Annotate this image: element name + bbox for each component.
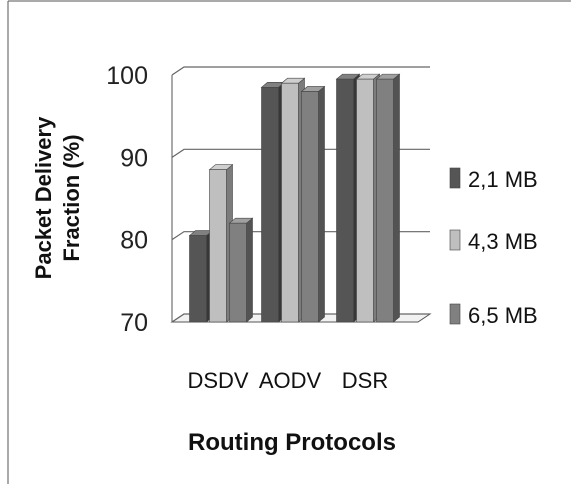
bar: [356, 78, 374, 323]
legend-label: 6,5 MB: [468, 303, 538, 328]
x-tick-labels: DSDV AODV DSR: [187, 368, 388, 393]
legend-swatch: [449, 167, 461, 189]
bar: [301, 91, 319, 323]
bar: [261, 87, 279, 323]
bar: [376, 78, 394, 323]
x-tick-label: AODV: [259, 368, 322, 393]
legend: 2,1 MB 4,3 MB 6,5 MB: [449, 167, 538, 328]
y-tick-label: 80: [120, 227, 148, 255]
y-tick-label: 100: [106, 62, 148, 90]
y-axis-title: Packet Delivery Fraction (%): [31, 116, 84, 279]
bar: [209, 169, 227, 323]
bar-side: [246, 217, 253, 323]
y-axis-title-line-1: Packet Delivery: [31, 116, 56, 279]
bar: [336, 78, 354, 323]
bar-side: [318, 85, 325, 323]
legend-swatch: [449, 303, 461, 325]
gridline: [171, 66, 430, 76]
legend-label: 4,3 MB: [468, 229, 538, 254]
legend-swatch: [449, 229, 461, 251]
y-axis-title-line-2: Fraction (%): [59, 134, 84, 261]
bar: [189, 235, 207, 323]
y-tick-label: 70: [120, 309, 148, 337]
bar: [229, 222, 247, 323]
x-tick-label: DSR: [342, 368, 388, 393]
y-tick-label: 90: [120, 144, 148, 172]
x-axis-title: Routing Protocols: [188, 429, 396, 456]
legend-label: 2,1 MB: [468, 167, 538, 192]
x-tick-label: DSDV: [187, 368, 248, 393]
y-tick-labels: 70 80 90 100: [106, 62, 148, 337]
bar: [281, 82, 299, 323]
bars-layer: [188, 73, 401, 323]
bar-side: [393, 73, 400, 323]
